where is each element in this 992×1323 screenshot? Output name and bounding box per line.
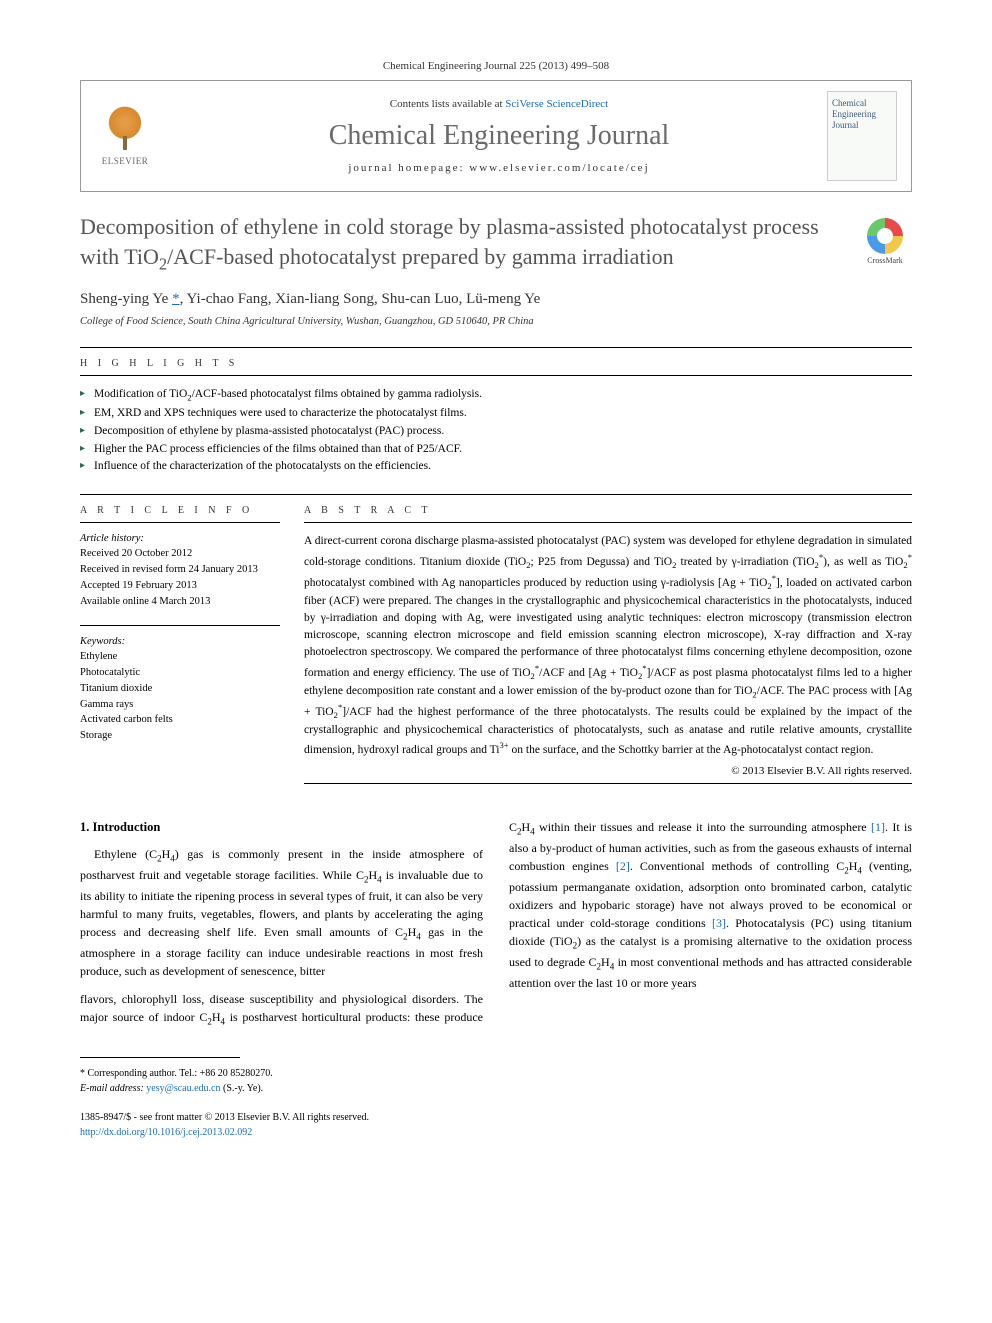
crossmark-label: CrossMark: [858, 256, 912, 265]
abstract-text: A direct-current corona discharge plasma…: [304, 533, 912, 759]
history-line: Available online 4 March 2013: [80, 594, 280, 610]
footnote-rule: [80, 1057, 240, 1058]
highlight-item: Influence of the characterization of the…: [80, 458, 912, 476]
journal-name: Chemical Engineering Journal: [171, 120, 827, 152]
rule-abs-1: [304, 522, 912, 523]
rule-2: [80, 375, 912, 376]
intro-heading: 1. Introduction: [80, 818, 483, 837]
cover-thumbnail: Chemical Engineering Journal: [827, 91, 897, 181]
abstract-col: a b s t r a c t A direct-current corona …: [304, 505, 912, 794]
corresponding-footnote: * Corresponding author. Tel.: +86 20 852…: [80, 1066, 912, 1081]
email-label: E-mail address:: [80, 1083, 144, 1094]
bottom-block: 1385-8947/$ - see front matter © 2013 El…: [80, 1110, 912, 1140]
sciencedirect-link[interactable]: SciVerse ScienceDirect: [505, 98, 608, 110]
header-center: Contents lists available at SciVerse Sci…: [171, 98, 827, 174]
highlight-item: Higher the PAC process efficiencies of t…: [80, 441, 912, 459]
contents-line: Contents lists available at SciVerse Sci…: [171, 98, 827, 110]
keywords-heading: Keywords:: [80, 636, 280, 647]
abstract-label: a b s t r a c t: [304, 505, 912, 516]
homepage-url: www.elsevier.com/locate/cej: [469, 162, 649, 174]
email-suffix: (S.-y. Ye).: [223, 1083, 263, 1094]
email-link[interactable]: yesy@scau.edu.cn: [146, 1083, 220, 1094]
crossmark-icon: [867, 218, 903, 254]
citation-line: Chemical Engineering Journal 225 (2013) …: [80, 60, 912, 72]
rule-abs-2: [304, 783, 912, 784]
rule-info-1: [80, 522, 280, 523]
homepage-prefix: journal homepage:: [348, 162, 469, 174]
keyword: Storage: [80, 728, 280, 744]
highlight-item: Decomposition of ethylene by plasma-assi…: [80, 423, 912, 441]
copyright: © 2013 Elsevier B.V. All rights reserved…: [304, 765, 912, 777]
doi-link[interactable]: http://dx.doi.org/10.1016/j.cej.2013.02.…: [80, 1127, 252, 1138]
keyword: Ethylene: [80, 649, 280, 665]
article-title: Decomposition of ethylene in cold storag…: [80, 212, 912, 275]
cover-thumb-text: Chemical Engineering Journal: [832, 98, 892, 130]
journal-header-box: ELSEVIER Contents lists available at Sci…: [80, 80, 912, 192]
history-heading: Article history:: [80, 533, 280, 544]
history-line: Received in revised form 24 January 2013: [80, 562, 280, 578]
authors: Sheng-ying Ye *, Yi-chao Fang, Xian-lian…: [80, 291, 912, 308]
crossmark-badge[interactable]: CrossMark: [858, 218, 912, 265]
article-info-label: a r t i c l e i n f o: [80, 505, 280, 516]
keyword: Titanium dioxide: [80, 681, 280, 697]
keyword: Gamma rays: [80, 697, 280, 713]
keyword: Activated carbon felts: [80, 712, 280, 728]
intro-para-1: Ethylene (C2H4) gas is commonly present …: [80, 845, 483, 980]
elsevier-logo: ELSEVIER: [95, 103, 155, 169]
issn-line: 1385-8947/$ - see front matter © 2013 El…: [80, 1110, 912, 1125]
history-line: Received 20 October 2012: [80, 546, 280, 562]
rule-info-2: [80, 625, 280, 626]
keyword: Photocatalytic: [80, 665, 280, 681]
email-footnote: E-mail address: yesy@scau.edu.cn (S.-y. …: [80, 1081, 912, 1096]
homepage-line: journal homepage: www.elsevier.com/locat…: [171, 162, 827, 174]
affiliation: College of Food Science, South China Agr…: [80, 316, 912, 327]
highlights-label: h i g h l i g h t s: [80, 358, 912, 369]
rule-1: [80, 347, 912, 348]
highlights-list: Modification of TiO2/ACF-based photocata…: [80, 386, 912, 476]
rule-3: [80, 494, 912, 495]
elsevier-tree-icon: [101, 106, 149, 154]
elsevier-label: ELSEVIER: [102, 156, 149, 166]
highlight-item: EM, XRD and XPS techniques were used to …: [80, 405, 912, 423]
body-columns: 1. Introduction Ethylene (C2H4) gas is c…: [80, 818, 912, 1028]
article-info-col: a r t i c l e i n f o Article history: R…: [80, 505, 280, 794]
contents-prefix: Contents lists available at: [390, 98, 505, 110]
history-line: Accepted 19 February 2013: [80, 578, 280, 594]
highlight-item: Modification of TiO2/ACF-based photocata…: [80, 386, 912, 405]
